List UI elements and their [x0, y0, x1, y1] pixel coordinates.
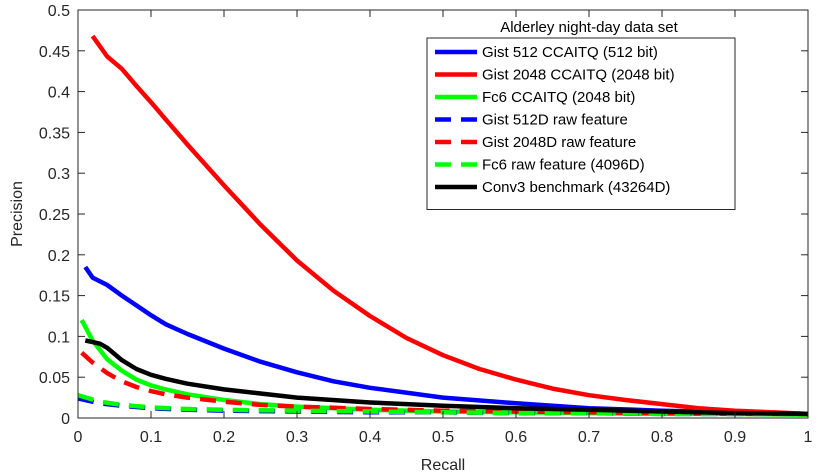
y-tick-label: 0.35 — [39, 125, 70, 142]
x-tick-label: 0.4 — [359, 429, 381, 446]
legend-label-1: Gist 512 CCAITQ (512 bit) — [482, 44, 658, 61]
legend-label-7: Conv3 benchmark (43264D) — [482, 179, 670, 196]
y-axis-ticks: 0 0.05 0.1 0.15 0.2 0.25 0.3 0.35 0.4 0.45 0.5 — [39, 3, 808, 428]
y-tick-label: 0.5 — [48, 3, 70, 20]
series-line-7 — [84, 338, 809, 417]
y-tick-label: 0.05 — [39, 370, 70, 387]
x-tick-label: 0.7 — [578, 429, 600, 446]
x-axis-ticks: 0 0.1 0.2 0.3 0.4 0.5 0.6 0.7 0.8 0.9 1 — [74, 10, 813, 446]
x-tick-label: 0.6 — [505, 429, 527, 446]
legend: Alderley night-day data set Gist 512 CCA… — [426, 19, 736, 210]
legend-label-2: Gist 2048 CCAITQ (2048 bit) — [482, 67, 675, 84]
x-tick-label: 0.1 — [140, 429, 162, 446]
y-tick-label: 0.25 — [39, 207, 70, 224]
x-tick-label: 0.8 — [651, 429, 673, 446]
legend-box — [426, 37, 736, 210]
y-tick-label: 0.1 — [48, 329, 70, 346]
x-tick-label: 1 — [804, 429, 813, 446]
legend-title: Alderley night-day data set — [500, 19, 678, 36]
y-tick-label: 0.4 — [48, 85, 70, 102]
x-tick-label: 0.9 — [724, 429, 746, 446]
legend-label-6: Fc6 raw feature (4096D) — [482, 157, 645, 174]
y-tick-label: 0 — [61, 411, 70, 428]
y-tick-label: 0.2 — [48, 248, 70, 265]
plot-lines — [77, 34, 809, 417]
y-tick-label: 0.3 — [48, 166, 70, 183]
series-line-2 — [90, 34, 809, 417]
x-tick-label: 0.2 — [213, 429, 235, 446]
y-axis-title: Precision — [9, 181, 26, 247]
x-tick-label: 0.5 — [432, 429, 454, 446]
legend-label-5: Gist 2048D raw feature — [482, 134, 636, 151]
legend-items: Gist 512 CCAITQ (512 bit) Gist 2048 CCAIT… — [435, 44, 675, 196]
x-tick-label: 0 — [74, 429, 83, 446]
series-line-6 — [77, 393, 808, 417]
x-axis-title: Recall — [421, 457, 465, 474]
y-tick-label: 0.45 — [39, 44, 70, 61]
legend-label-4: Gist 512D raw feature — [482, 112, 628, 129]
legend-label-3: Fc6 CCAITQ (2048 bit) — [482, 89, 635, 106]
y-tick-label: 0.15 — [39, 289, 70, 306]
x-tick-label: 0.3 — [286, 429, 308, 446]
